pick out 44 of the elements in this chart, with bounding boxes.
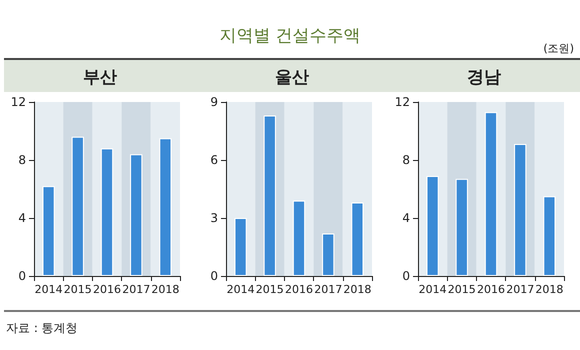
bar: [426, 176, 439, 276]
y-tick-label: 0: [402, 269, 410, 283]
y-tick-label: 6: [210, 153, 218, 167]
x-tick-label: 2017: [122, 283, 150, 296]
y-tick-label: 8: [402, 153, 410, 167]
x-tick-label: 2018: [535, 283, 564, 296]
bar: [514, 144, 526, 276]
text: 자료 : 통계청: [6, 320, 78, 337]
x-tick-label: 2017: [314, 283, 342, 296]
bar: [100, 148, 114, 276]
y-tick-label: 3: [210, 211, 218, 225]
x-tick-label: 2016: [285, 283, 313, 296]
x-tick-label: 2017: [506, 283, 534, 296]
bar: [543, 196, 556, 276]
y-tick-label: 12: [394, 95, 410, 109]
text: 지역별 건설수주액: [219, 26, 361, 46]
bar: [351, 202, 364, 276]
chart-title: 부산: [83, 68, 117, 88]
bar: [130, 154, 142, 276]
y-tick-label: 8: [18, 153, 26, 167]
bar: [322, 233, 334, 276]
chart-title: 경남: [467, 68, 501, 88]
bar: [292, 200, 306, 276]
x-tick-label: 2015: [256, 283, 284, 296]
x-tick-label: 2018: [151, 283, 180, 296]
y-tick-label: 0: [18, 269, 26, 283]
y-tick-label: 9: [210, 95, 218, 109]
x-tick-label: 2016: [93, 283, 121, 296]
x-tick-label: 2014: [226, 283, 255, 296]
y-tick-label: 4: [18, 211, 26, 225]
bar: [234, 218, 247, 276]
chart-title: 울산: [275, 68, 309, 88]
x-tick-label: 2014: [418, 283, 447, 296]
x-tick-label: 2016: [477, 283, 505, 296]
y-tick-label: 0: [210, 269, 218, 283]
bar: [42, 186, 55, 276]
x-tick-label: 2015: [64, 283, 92, 296]
text: (조원): [543, 41, 574, 56]
y-tick-label: 12: [10, 95, 26, 109]
x-tick-label: 2018: [343, 283, 372, 296]
bar: [456, 178, 468, 276]
x-tick-label: 2015: [448, 283, 476, 296]
x-tick-label: 2014: [34, 283, 63, 296]
y-tick-label: 4: [402, 211, 410, 225]
